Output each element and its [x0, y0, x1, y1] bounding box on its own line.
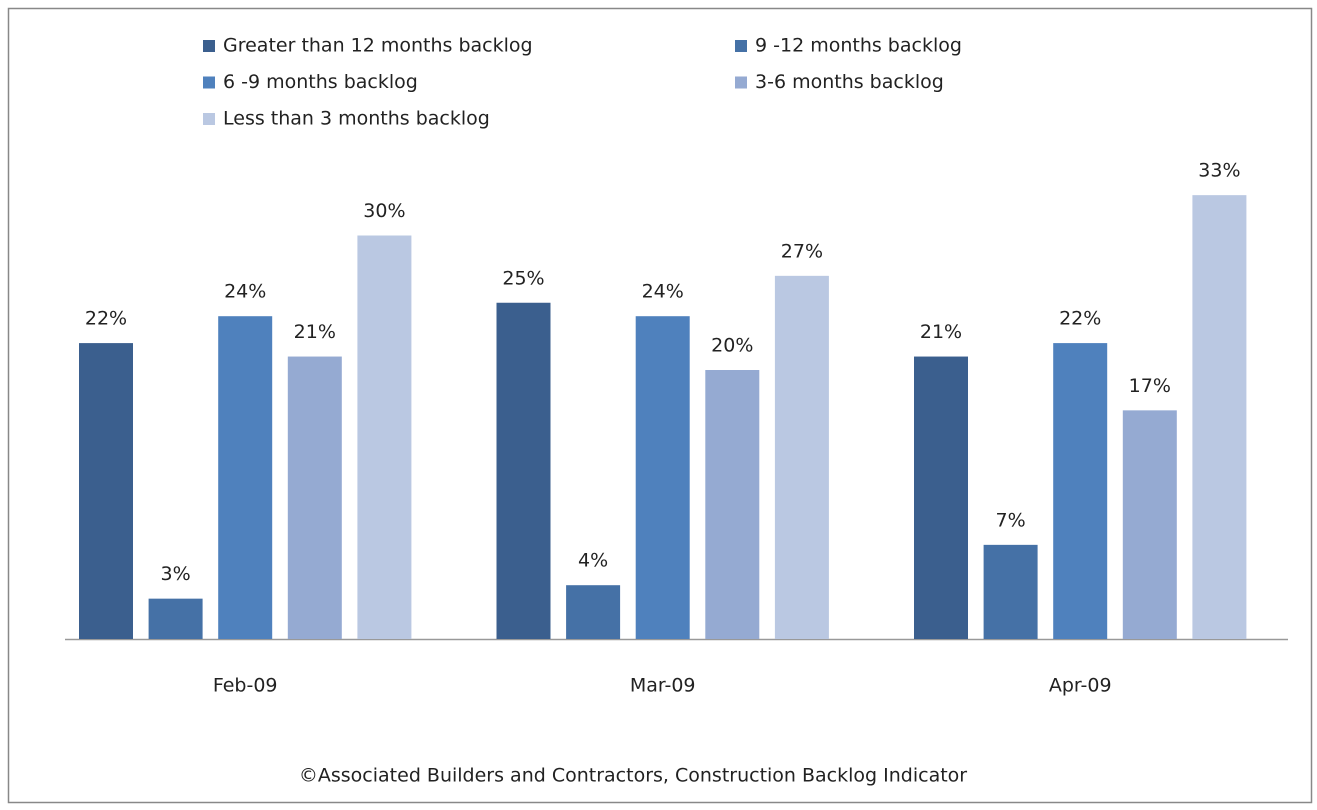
data-label: 7% — [996, 509, 1026, 531]
legend-label: 3-6 months backlog — [755, 71, 944, 93]
bar — [705, 370, 760, 639]
data-label: 24% — [642, 281, 684, 303]
x-tick-label: Mar-09 — [630, 675, 696, 697]
bar — [635, 316, 690, 639]
data-label: 20% — [711, 335, 753, 357]
data-label: 30% — [363, 200, 405, 222]
bar — [914, 356, 968, 639]
bar — [983, 544, 1038, 639]
data-label: 21% — [920, 321, 962, 343]
bar — [1053, 343, 1108, 639]
data-label: 21% — [294, 321, 336, 343]
bar — [357, 235, 412, 639]
data-label: 17% — [1129, 375, 1171, 397]
data-label: 4% — [578, 550, 608, 572]
bar — [496, 302, 551, 639]
data-label: 33% — [1198, 160, 1240, 182]
bar — [1122, 410, 1177, 639]
x-tick-label: Feb-09 — [213, 675, 278, 697]
data-label: 22% — [85, 308, 127, 330]
bar — [566, 585, 621, 639]
legend-label: 6 -9 months backlog — [223, 71, 418, 93]
bar — [148, 598, 203, 639]
data-label: 24% — [224, 281, 266, 303]
x-tick-label: Apr-09 — [1049, 675, 1112, 697]
legend-swatch — [203, 76, 215, 89]
bar — [218, 316, 273, 639]
legend-label: Greater than 12 months backlog — [223, 35, 533, 57]
bar — [1192, 195, 1247, 639]
bar — [287, 356, 342, 639]
data-label: 27% — [781, 240, 823, 262]
legend-label: 9 -12 months backlog — [755, 35, 962, 57]
bar — [79, 343, 133, 639]
bar — [774, 275, 829, 639]
legend-swatch — [203, 113, 215, 125]
data-label: 3% — [161, 563, 191, 585]
legend-swatch — [203, 40, 215, 52]
legend-swatch — [735, 76, 747, 89]
footnote: ©Associated Builders and Contractors, Co… — [299, 765, 967, 787]
legend-label: Less than 3 months backlog — [223, 108, 490, 130]
data-label: 25% — [502, 267, 544, 289]
legend-swatch — [735, 40, 747, 52]
data-label: 22% — [1059, 308, 1101, 330]
